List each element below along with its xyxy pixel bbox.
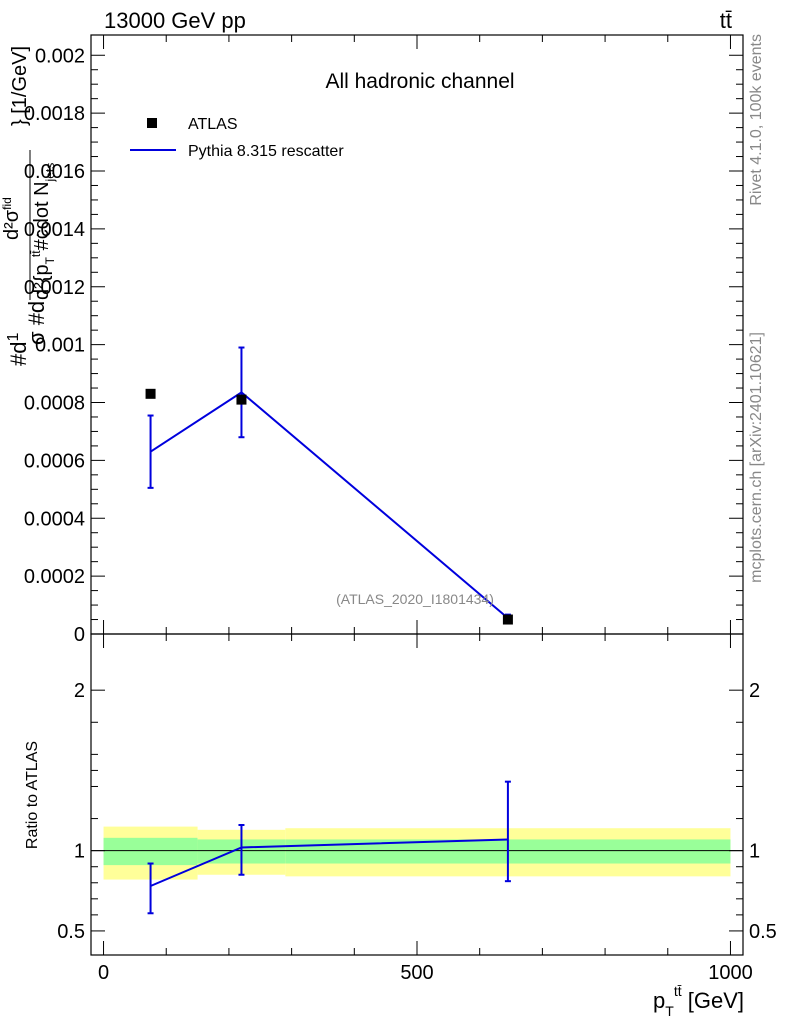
ratio-panel: 0.5 0.5 1 1 2 2 0 500 1000 Ratio to ATLAS pTtt̄… xyxy=(24,633,777,1019)
main-y-axis-title: #d1 σ #d d²σfid d²{pTtt̄#cdot Njets } [1… xyxy=(0,46,57,366)
main-y-tick-label: 0.0012 xyxy=(24,277,85,299)
main-data-series xyxy=(145,388,513,625)
ratio-y-tick-label-right: 2 xyxy=(749,680,760,702)
ratio-y-tick-label-right: 1 xyxy=(749,841,760,863)
data-point xyxy=(236,394,247,405)
main-y-tick-label: 0.0004 xyxy=(24,508,85,530)
main-panel: 0 0.0002 0.0004 0.0006 0.0008 0.001 0.0012 0.00… xyxy=(0,34,744,646)
legend-data-marker xyxy=(147,118,157,128)
x-tick-label: 1000 xyxy=(708,962,753,984)
analysis-tag: (ATLAS_2020_I1801434) xyxy=(336,591,494,607)
ratio-y-axis: 0.5 0.5 1 1 2 2 xyxy=(57,680,777,943)
ratio-y-tick-label: 2 xyxy=(74,680,85,702)
main-y-tick-label: 0.0016 xyxy=(24,161,85,183)
mcplots-reference-label: mcplots.cern.ch [arXiv:2401.10621] xyxy=(748,332,765,583)
header-energy-label: 13000 GeV pp xyxy=(104,8,246,33)
main-y-tick-label: 0.002 xyxy=(35,45,85,67)
main-y-axis-title-den: d²{pTtt̄#cdot Njets xyxy=(29,163,57,300)
legend-mc-label: Pythia 8.315 rescatter xyxy=(188,143,344,160)
x-axis: 0 500 1000 xyxy=(98,634,753,984)
syst-band-inner xyxy=(103,837,198,866)
ratio-frame xyxy=(90,633,744,956)
main-y-tick-label: 0.0008 xyxy=(24,393,85,415)
main-y-tick-label: 0.0006 xyxy=(24,450,85,472)
ratio-uncertainty-bands xyxy=(103,826,731,880)
x-axis-title: pTtt̄ [GeV] xyxy=(653,983,744,1019)
mc-line xyxy=(150,391,509,619)
main-y-tick-label: 0.0002 xyxy=(24,566,85,588)
main-y-axis: 0 0.0002 0.0004 0.0006 0.0008 0.001 0.0012 0.00… xyxy=(24,35,743,646)
main-y-tick-label: 0.0014 xyxy=(24,219,85,241)
main-y-axis-title-sigma: σ #d xyxy=(24,301,49,345)
main-y-axis-title-unit: } [1/GeV] xyxy=(9,46,31,126)
ratio-mc-series xyxy=(147,780,511,915)
header-process-label: tt̄ xyxy=(720,8,732,33)
legend: ATLAS Pythia 8.315 rescatter xyxy=(130,116,344,160)
main-y-tick-label: 0 xyxy=(74,624,85,646)
ratio-y-tick-label-right: 0.5 xyxy=(749,921,777,943)
main-y-tick-label: 0.001 xyxy=(35,335,85,357)
main-y-axis-title-num: d²σfid xyxy=(0,197,23,240)
x-tick-label: 0 xyxy=(98,962,109,984)
ratio-y-axis-title: Ratio to ATLAS xyxy=(24,741,41,849)
rivet-version-label: Rivet 4.1.0, 100k events xyxy=(748,34,765,206)
ratio-y-tick-label: 1 xyxy=(74,841,85,863)
legend-data-label: ATLAS xyxy=(188,116,238,133)
main-mc-series xyxy=(147,346,511,623)
data-point xyxy=(145,388,156,399)
x-tick-label: 500 xyxy=(400,962,433,984)
ratio-y-tick-label: 0.5 xyxy=(57,921,85,943)
main-y-tick-label: 0.0018 xyxy=(24,103,85,125)
chart-title: All hadronic channel xyxy=(325,70,514,93)
data-point xyxy=(502,614,513,625)
